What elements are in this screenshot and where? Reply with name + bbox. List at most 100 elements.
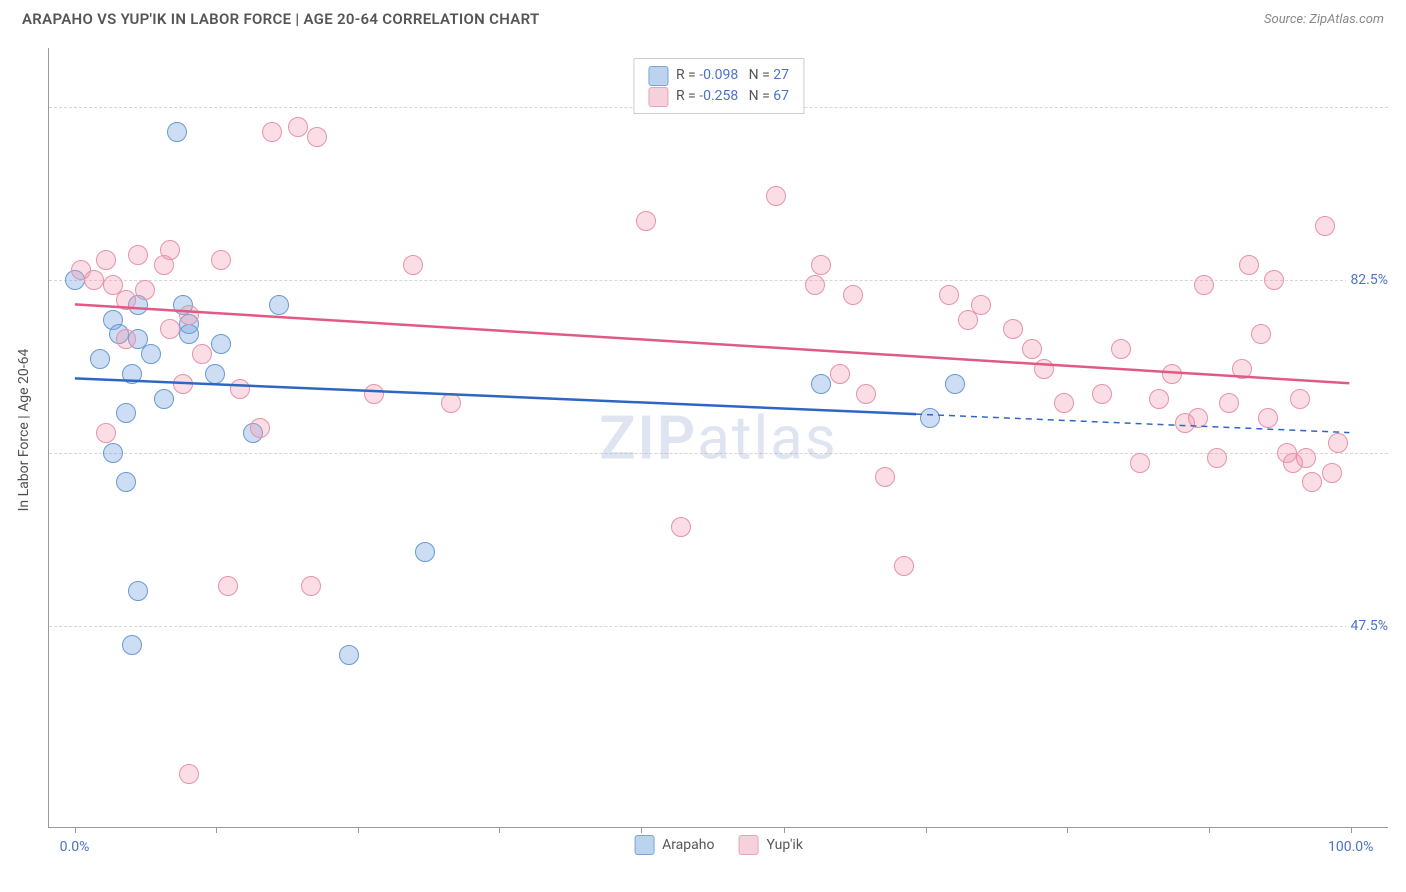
- source-label: Source: ZipAtlas.com: [1264, 12, 1384, 27]
- x-tick-label: 100.0%: [1328, 839, 1373, 855]
- x-tick: [784, 827, 785, 833]
- scatter-point: [1130, 453, 1150, 473]
- trend-line: [75, 378, 916, 414]
- scatter-point: [103, 275, 123, 295]
- scatter-point: [1251, 324, 1271, 344]
- scatter-point: [230, 379, 250, 399]
- scatter-point: [154, 389, 174, 409]
- scatter-point: [269, 295, 289, 315]
- x-tick: [358, 827, 359, 833]
- scatter-point: [1302, 472, 1322, 492]
- scatter-point: [84, 270, 104, 290]
- scatter-point: [671, 517, 691, 537]
- legend-swatch: [738, 835, 758, 855]
- gridline: [49, 626, 1388, 627]
- scatter-point: [1322, 463, 1342, 483]
- scatter-point: [364, 384, 384, 404]
- scatter-point: [179, 764, 199, 784]
- scatter-point: [856, 384, 876, 404]
- scatter-point: [805, 275, 825, 295]
- trend-line: [75, 304, 1350, 383]
- scatter-point: [811, 255, 831, 275]
- scatter-point: [1296, 448, 1316, 468]
- x-tick: [216, 827, 217, 833]
- scatter-point: [1315, 216, 1335, 236]
- scatter-point: [415, 542, 435, 562]
- scatter-point: [875, 467, 895, 487]
- scatter-point: [116, 329, 136, 349]
- x-tick: [1209, 827, 1210, 833]
- scatter-point: [90, 349, 110, 369]
- watermark: ZIPatlas: [599, 402, 838, 473]
- scatter-point: [939, 285, 959, 305]
- scatter-point: [1054, 393, 1074, 413]
- scatter-point: [122, 635, 142, 655]
- scatter-point: [1162, 364, 1182, 384]
- chart-plot-area: ZIPatlas R = -0.098 N = 27R = -0.258 N =…: [48, 48, 1388, 828]
- x-tick-label: 0.0%: [60, 839, 90, 855]
- scatter-point: [830, 364, 850, 384]
- scatter-point: [160, 319, 180, 339]
- scatter-point: [1022, 339, 1042, 359]
- y-tick-label: 82.5%: [1346, 272, 1392, 288]
- series-legend-item: Arapaho: [634, 835, 714, 855]
- scatter-point: [1111, 339, 1131, 359]
- y-axis-title: In Labor Force | Age 20-64: [16, 349, 32, 512]
- scatter-point: [179, 324, 199, 344]
- scatter-point: [1264, 270, 1284, 290]
- scatter-point: [122, 364, 142, 384]
- trend-line-extrapolated: [916, 414, 1349, 432]
- scatter-point: [1328, 433, 1348, 453]
- correlation-legend-row: R = -0.258 N = 67: [648, 86, 789, 107]
- legend-stat-text: R = -0.098 N = 27: [676, 65, 789, 86]
- scatter-point: [971, 295, 991, 315]
- scatter-point: [301, 576, 321, 596]
- x-tick: [499, 827, 500, 833]
- y-tick-label: 47.5%: [1346, 618, 1392, 634]
- scatter-point: [403, 255, 423, 275]
- scatter-point: [1194, 275, 1214, 295]
- scatter-point: [103, 443, 123, 463]
- scatter-point: [167, 122, 187, 142]
- scatter-point: [1239, 255, 1259, 275]
- scatter-point: [1003, 319, 1023, 339]
- scatter-point: [128, 245, 148, 265]
- x-tick: [1067, 827, 1068, 833]
- scatter-point: [1219, 393, 1239, 413]
- chart-title: ARAPAHO VS YUP'IK IN LABOR FORCE | AGE 2…: [22, 10, 539, 28]
- scatter-point: [116, 472, 136, 492]
- legend-swatch: [648, 66, 668, 86]
- scatter-point: [211, 334, 231, 354]
- scatter-point: [307, 127, 327, 147]
- scatter-point: [179, 305, 199, 325]
- gridline: [49, 453, 1388, 454]
- scatter-point: [288, 117, 308, 137]
- scatter-point: [262, 122, 282, 142]
- scatter-point: [218, 576, 238, 596]
- correlation-legend-row: R = -0.098 N = 27: [648, 65, 789, 86]
- scatter-point: [843, 285, 863, 305]
- series-name: Yup'ik: [766, 837, 802, 853]
- scatter-point: [192, 344, 212, 364]
- x-tick: [1351, 827, 1352, 833]
- scatter-point: [1232, 359, 1252, 379]
- correlation-legend: R = -0.098 N = 27R = -0.258 N = 67: [633, 58, 804, 114]
- scatter-point: [160, 240, 180, 260]
- scatter-point: [1034, 359, 1054, 379]
- scatter-point: [920, 408, 940, 428]
- scatter-point: [1290, 389, 1310, 409]
- scatter-point: [173, 374, 193, 394]
- x-tick: [75, 827, 76, 833]
- scatter-point: [250, 418, 270, 438]
- legend-swatch: [648, 87, 668, 107]
- scatter-point: [766, 186, 786, 206]
- scatter-point: [96, 423, 116, 443]
- scatter-point: [211, 250, 231, 270]
- x-tick: [641, 827, 642, 833]
- scatter-point: [945, 374, 965, 394]
- scatter-point: [441, 393, 461, 413]
- series-legend: Arapaho Yup'ik: [634, 835, 803, 855]
- scatter-point: [1207, 448, 1227, 468]
- legend-swatch: [634, 835, 654, 855]
- scatter-point: [811, 374, 831, 394]
